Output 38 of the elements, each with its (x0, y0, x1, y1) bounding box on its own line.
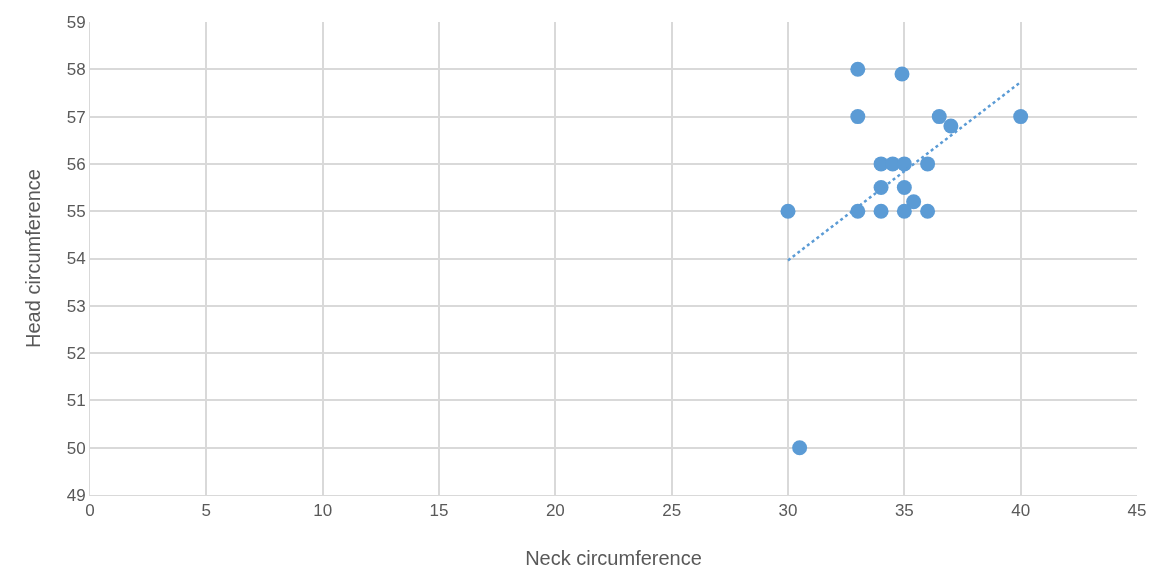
point (920, 156, 936, 172)
point (896, 203, 912, 219)
y-tick-label: 49 (66, 485, 86, 505)
y-tick-label: 51 (66, 391, 86, 411)
point (896, 180, 912, 196)
y-tick-label: 59 (66, 12, 86, 32)
x-tick-label: 15 (429, 501, 449, 521)
y-tick-label: 58 (66, 60, 86, 80)
point (894, 66, 910, 82)
point (943, 118, 959, 134)
x-tick-label: 45 (1127, 501, 1147, 521)
point (850, 61, 866, 77)
point (780, 203, 796, 219)
y-tick-label: 57 (66, 107, 86, 127)
x-tick-label: 10 (313, 501, 333, 521)
x-tick-label: 35 (894, 501, 914, 521)
y-tick-label: 53 (66, 296, 86, 316)
point (850, 109, 866, 125)
y-tick-label: 50 (66, 438, 86, 458)
point (931, 109, 947, 125)
x-tick-label: 30 (778, 501, 798, 521)
x-tick-label: 5 (201, 501, 212, 521)
x-tick-label: 40 (1011, 501, 1031, 521)
point (896, 156, 912, 172)
x-axis-title: Neck circumference (525, 547, 702, 569)
x-tick-label: 20 (545, 501, 565, 521)
point (1013, 109, 1029, 125)
y-tick-label: 52 (66, 344, 86, 364)
point (873, 203, 889, 219)
point (920, 203, 936, 219)
point (906, 194, 922, 210)
y-tick-label: 55 (66, 202, 86, 222)
y-axis-title: Head circumference (22, 169, 44, 348)
point (792, 440, 808, 456)
x-tick-label: 25 (662, 501, 682, 521)
y-tick-label: 56 (66, 154, 86, 174)
y-tick-label: 54 (66, 249, 86, 269)
x-tick-label: 0 (85, 501, 95, 521)
